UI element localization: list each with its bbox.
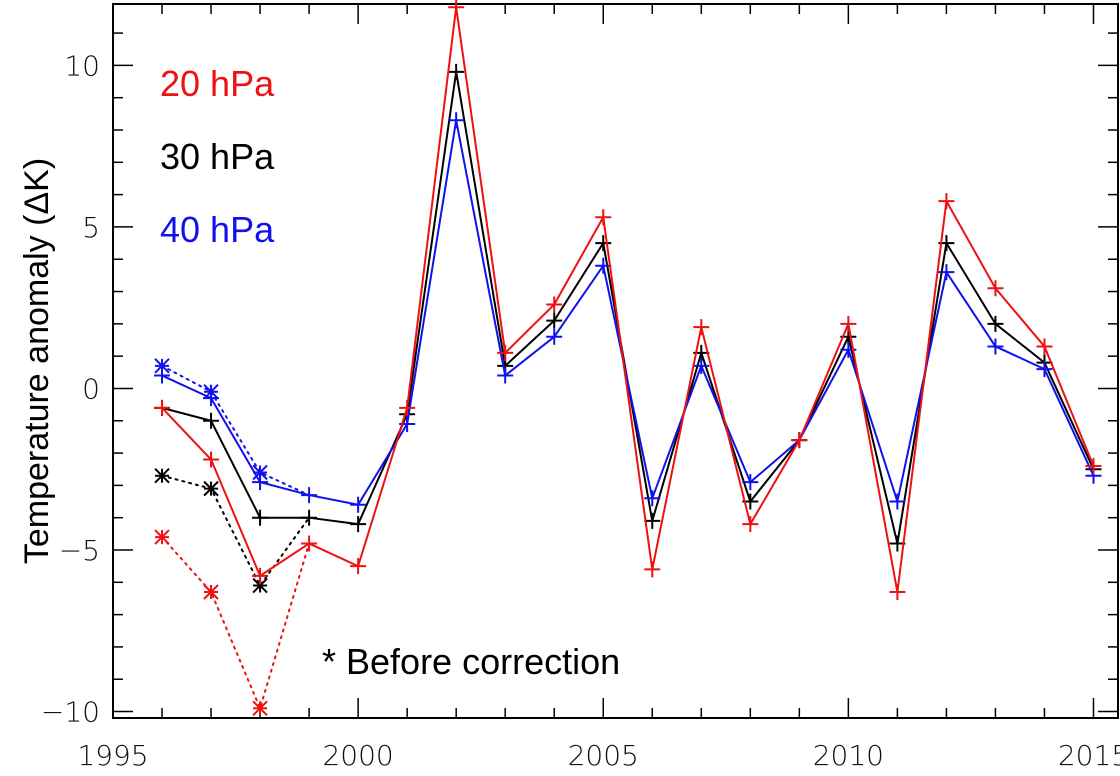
before-correction-point-0-1998 [252, 700, 268, 717]
series-point-40hpa-2012 [938, 264, 955, 281]
series-point-20hpa-2013 [987, 280, 1004, 297]
series-point-20hpa-1999 [301, 535, 318, 552]
series-point-30hpa-1997 [203, 412, 220, 429]
x-tick-label-2000: 2000 [322, 739, 393, 772]
before-correction-point-2-1998 [252, 464, 268, 481]
series-point-40hpa-2005 [595, 257, 612, 274]
series-point-40hpa-2003 [497, 367, 514, 384]
series-point-40hpa-2006 [644, 490, 661, 507]
x-tick-label-2010: 2010 [813, 739, 884, 772]
plot-frame [112, 3, 1119, 719]
series-point-20hpa-2002 [448, 0, 465, 16]
series-point-40hpa-2004 [546, 328, 563, 345]
series-point-30hpa-2013 [987, 315, 1004, 332]
data-series [154, 0, 1102, 600]
series-point-20hpa-2007 [693, 319, 710, 336]
legend-entry-20hpa: 20 hPa [160, 63, 275, 104]
series-point-40hpa-2002 [448, 112, 465, 129]
series-point-20hpa-1998 [252, 567, 269, 584]
x-tick-label-1995: 1995 [77, 739, 148, 772]
before-correction-point-1-1997 [203, 480, 219, 497]
legend: 20 hPa 30 hPa 40 hPa [160, 63, 275, 250]
series-line-20hpa [161, 7, 1095, 593]
series-point-40hpa-2000 [350, 496, 367, 513]
series-point-20hpa-2000 [350, 558, 367, 575]
series-point-20hpa-2008 [742, 516, 759, 533]
series-point-40hpa-1997 [203, 390, 220, 407]
series-point-20hpa-2003 [497, 344, 514, 361]
axis-ticks [112, 4, 1118, 718]
series-point-40hpa-2008 [742, 474, 759, 491]
series-point-30hpa-2004 [546, 312, 563, 329]
before-correction-point-2-1996 [154, 358, 170, 374]
series-point-30hpa-2000 [350, 516, 367, 533]
series-point-40hpa-1996 [154, 367, 171, 384]
before-correction-point-0-1997 [203, 584, 219, 600]
series-point-20hpa-2011 [889, 584, 906, 600]
series-point-20hpa-2009 [791, 432, 808, 449]
series-point-30hpa-2002 [448, 63, 465, 80]
series-point-20hpa-2005 [595, 209, 612, 226]
series-point-20hpa-1996 [154, 399, 171, 416]
series-point-40hpa-2013 [987, 338, 1004, 355]
before-correction-point-1-1998 [252, 577, 268, 594]
series-point-40hpa-2007 [693, 357, 710, 374]
before-correction-point-1-1996 [154, 467, 170, 484]
before-correction-line-0 [161, 536, 311, 712]
before-correction-series [154, 358, 311, 717]
before-correction-line-2 [161, 364, 311, 497]
series-point-20hpa-2012 [938, 193, 955, 210]
before-correction-note: * Before correction [322, 641, 620, 682]
y-tick-label-10: 10 [64, 49, 100, 82]
y-axis-title: Temperature anomaly (ΔK) [18, 158, 56, 564]
series-line-40hpa [161, 120, 1095, 506]
series-point-20hpa-2015 [1085, 458, 1102, 474]
x-tick-label-2015: 2015 [1058, 739, 1120, 772]
series-point-30hpa-2006 [644, 512, 661, 529]
y-tick-label-5: 5 [82, 211, 100, 244]
series-point-20hpa-1997 [203, 451, 220, 468]
before-correction-line-1 [161, 474, 311, 588]
series-point-40hpa-1998 [252, 474, 269, 491]
series-point-30hpa-2005 [595, 235, 612, 252]
y-tick-label--10: −10 [41, 696, 100, 729]
legend-entry-40hpa: 40 hPa [160, 209, 275, 250]
series-point-20hpa-2001 [399, 399, 416, 416]
series-point-30hpa-1999 [301, 509, 318, 526]
series-line-30hpa [161, 71, 1095, 544]
legend-entry-30hpa: 30 hPa [160, 136, 275, 177]
series-point-20hpa-2006 [644, 561, 661, 578]
series-point-20hpa-2004 [546, 296, 563, 313]
y-tick-label--5: −5 [59, 534, 100, 567]
series-point-30hpa-1998 [252, 509, 269, 526]
tick-labels: 1995 2000 2005 2010 2015 −10 −5 0 5 10 [41, 49, 1120, 772]
y-tick-label-0: 0 [82, 372, 100, 405]
series-point-40hpa-2011 [889, 493, 906, 510]
series-point-20hpa-2014 [1036, 338, 1053, 355]
series-point-20hpa-2010 [840, 315, 857, 332]
x-tick-label-2005: 2005 [568, 739, 639, 772]
before-correction-point-0-1996 [154, 529, 170, 545]
series-point-40hpa-1999 [301, 487, 318, 504]
series-point-40hpa-2014 [1036, 361, 1053, 378]
